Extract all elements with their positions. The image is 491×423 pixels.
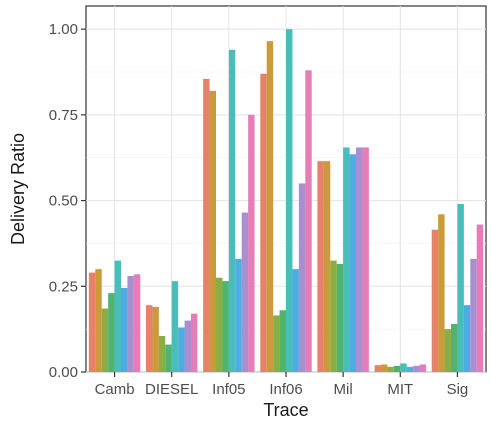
bar-sig-4 — [451, 324, 458, 372]
bar-mil-6 — [349, 154, 356, 372]
bar-inf05-3 — [216, 277, 223, 372]
y-tick-label: 0.50 — [49, 193, 78, 210]
x-tick-label: Sig — [447, 381, 469, 398]
bar-mit-6 — [406, 366, 414, 372]
y-axis-title: Delivery Ratio — [8, 133, 28, 245]
bar-sig-6 — [463, 305, 471, 372]
bar-mil-1 — [317, 161, 324, 372]
bar-sig-8 — [476, 224, 484, 372]
x-tick-label: DIESEL — [145, 381, 198, 398]
bars — [88, 29, 484, 373]
bar-diesel-8 — [191, 313, 198, 372]
y-tick-label: 0.75 — [49, 107, 78, 124]
x-tick-label: Inf06 — [269, 381, 302, 398]
bar-diesel-5 — [171, 281, 179, 372]
bar-mil-3 — [330, 260, 337, 372]
bar-mil-8 — [362, 147, 369, 372]
bar-camb-4 — [108, 293, 115, 372]
x-tick-label: Inf05 — [212, 381, 245, 398]
bar-mit-7 — [413, 365, 420, 372]
bar-camb-8 — [133, 274, 141, 372]
bar-sig-1 — [431, 229, 439, 372]
bar-diesel-4 — [165, 344, 172, 372]
bar-camb-2 — [95, 269, 102, 372]
bar-inf05-5 — [228, 49, 236, 372]
bar-sig-5 — [457, 204, 464, 372]
bar-inf05-7 — [241, 212, 249, 372]
bar-mit-3 — [387, 366, 394, 372]
bar-inf06-4 — [279, 310, 286, 372]
bar-inf06-7 — [298, 183, 306, 372]
y-tick-label: 1.00 — [49, 21, 78, 38]
bar-mil-5 — [343, 147, 350, 372]
bar-inf06-6 — [292, 269, 299, 372]
bar-diesel-2 — [152, 306, 159, 372]
x-tick-label: MIT — [387, 381, 413, 398]
x-tick-label: Camb — [95, 381, 135, 398]
bar-sig-3 — [444, 329, 451, 372]
y-tick-label: 0.00 — [49, 364, 78, 381]
bar-diesel-3 — [158, 336, 166, 372]
bar-mit-1 — [374, 365, 381, 372]
x-axis-title: Trace — [263, 400, 308, 420]
bar-mit-4 — [393, 365, 401, 372]
bar-inf06-3 — [273, 315, 280, 372]
bar-diesel-6 — [178, 327, 185, 372]
bar-sig-7 — [470, 258, 477, 372]
bar-inf05-6 — [235, 258, 242, 372]
bar-camb-6 — [121, 288, 128, 372]
bar-inf05-1 — [203, 78, 210, 372]
bar-diesel-7 — [184, 320, 191, 372]
bar-sig-2 — [438, 214, 445, 372]
bar-mit-2 — [381, 364, 388, 372]
bar-inf05-4 — [222, 281, 229, 372]
bar-camb-3 — [101, 308, 109, 372]
x-axis: Camb DIESEL Inf05 Inf06 Mil MIT Sig — [95, 372, 469, 398]
bar-diesel-1 — [146, 305, 153, 372]
x-tick-label: Mil — [334, 381, 353, 398]
bar-mit-5 — [400, 363, 407, 372]
bar-camb-7 — [127, 276, 134, 372]
bar-camb-5 — [114, 260, 121, 372]
bar-inf06-1 — [260, 73, 267, 372]
bar-mil-4 — [336, 264, 344, 372]
bar-inf06-5 — [286, 29, 293, 373]
bar-mil-2 — [323, 161, 331, 372]
bar-mil-7 — [356, 147, 363, 372]
y-axis: 0.00 0.25 0.50 0.75 1.00 — [49, 21, 86, 381]
bar-inf06-8 — [305, 70, 312, 373]
bar-inf05-2 — [209, 90, 216, 372]
bar-inf05-8 — [248, 114, 255, 372]
y-tick-label: 0.25 — [49, 278, 78, 295]
bar-mit-8 — [419, 364, 426, 372]
bar-inf06-2 — [266, 41, 274, 373]
bar-camb-1 — [88, 272, 96, 372]
